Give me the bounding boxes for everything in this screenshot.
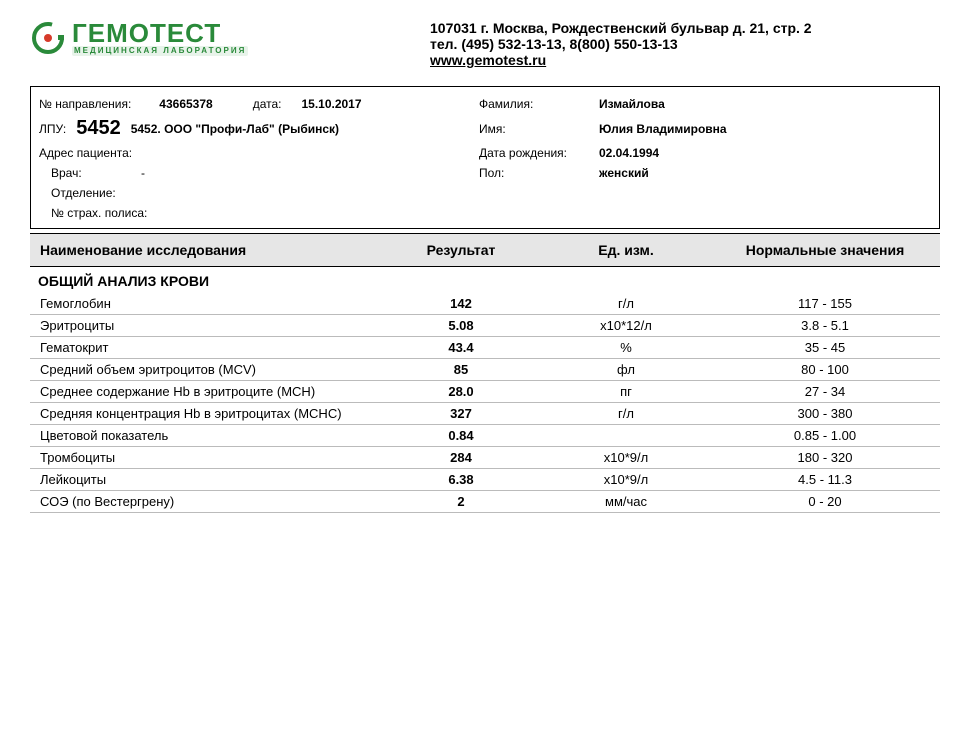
- section-title: ОБЩИЙ АНАЛИЗ КРОВИ: [30, 267, 940, 293]
- cell-ref: 0.85 - 1.00: [716, 428, 934, 443]
- cell-unit: г/л: [536, 406, 716, 421]
- company-phones: тел. (495) 532-13-13, 8(800) 550-13-13: [430, 36, 940, 52]
- dob-label: Дата рождения:: [479, 146, 589, 160]
- cell-name: Эритроциты: [36, 318, 386, 333]
- cell-ref: 180 - 320: [716, 450, 934, 465]
- table-row: Лейкоциты6.38х10*9/л4.5 - 11.3: [30, 469, 940, 491]
- results-table-header: Наименование исследования Результат Ед. …: [30, 233, 940, 267]
- cell-result: 5.08: [386, 318, 536, 333]
- cell-name: СОЭ (по Вестергрену): [36, 494, 386, 509]
- logo-subtitle: МЕДИЦИНСКАЯ ЛАБОРАТОРИЯ: [72, 46, 248, 56]
- cell-result: 327: [386, 406, 536, 421]
- table-row: Средняя концентрация Hb в эритроцитах (M…: [30, 403, 940, 425]
- cell-result: 43.4: [386, 340, 536, 355]
- company-website[interactable]: www.gemotest.ru: [430, 52, 940, 68]
- company-address: 107031 г. Москва, Рождественский бульвар…: [430, 20, 940, 36]
- company-logo-icon: [30, 20, 66, 56]
- cell-unit: х10*12/л: [536, 318, 716, 333]
- cell-result: 28.0: [386, 384, 536, 399]
- col-header-name: Наименование исследования: [36, 242, 386, 258]
- cell-unit: мм/час: [536, 494, 716, 509]
- doctor-value: -: [141, 166, 145, 180]
- cell-ref: 117 - 155: [716, 296, 934, 311]
- cell-result: 142: [386, 296, 536, 311]
- cell-ref: 300 - 380: [716, 406, 934, 421]
- results-rows: Гемоглобин142г/л117 - 155Эритроциты5.08х…: [30, 293, 940, 513]
- table-row: Средний объем эритроцитов (MCV)85фл80 - …: [30, 359, 940, 381]
- name-value: Юлия Владимировна: [599, 122, 727, 136]
- cell-name: Тромбоциты: [36, 450, 386, 465]
- cell-ref: 35 - 45: [716, 340, 934, 355]
- surname-label: Фамилия:: [479, 97, 589, 111]
- department-label: Отделение:: [51, 186, 116, 200]
- surname-value: Измайлова: [599, 97, 665, 111]
- cell-unit: г/л: [536, 296, 716, 311]
- lab-report-page: ГЕМОТЕСТ МЕДИЦИНСКАЯ ЛАБОРАТОРИЯ 107031 …: [0, 0, 970, 533]
- cell-result: 0.84: [386, 428, 536, 443]
- policy-label: № страх. полиса:: [51, 206, 147, 220]
- report-header: ГЕМОТЕСТ МЕДИЦИНСКАЯ ЛАБОРАТОРИЯ 107031 …: [30, 20, 940, 68]
- cell-ref: 27 - 34: [716, 384, 934, 399]
- patient-meta-box: № направления: 43665378 дата: 15.10.2017…: [30, 86, 940, 229]
- name-label: Имя:: [479, 122, 589, 136]
- cell-name: Среднее содержание Hb в эритроците (MCH): [36, 384, 386, 399]
- cell-unit: %: [536, 340, 716, 355]
- date-value: 15.10.2017: [291, 97, 361, 111]
- cell-ref: 0 - 20: [716, 494, 934, 509]
- col-header-ref: Нормальные значения: [716, 242, 934, 258]
- cell-result: 85: [386, 362, 536, 377]
- patient-addr-label: Адрес пациента:: [39, 146, 132, 160]
- logo-name: ГЕМОТЕСТ: [72, 20, 248, 46]
- cell-ref: 80 - 100: [716, 362, 934, 377]
- cell-name: Лейкоциты: [36, 472, 386, 487]
- cell-unit: х10*9/л: [536, 472, 716, 487]
- order-no-label: № направления:: [39, 97, 131, 111]
- date-label: дата:: [223, 97, 282, 111]
- cell-name: Цветовой показатель: [36, 428, 386, 443]
- table-row: Гемоглобин142г/л117 - 155: [30, 293, 940, 315]
- col-header-result: Результат: [386, 242, 536, 258]
- table-row: Тромбоциты284х10*9/л180 - 320: [30, 447, 940, 469]
- cell-ref: 3.8 - 5.1: [716, 318, 934, 333]
- logo-block: ГЕМОТЕСТ МЕДИЦИНСКАЯ ЛАБОРАТОРИЯ: [30, 20, 350, 56]
- cell-unit: пг: [536, 384, 716, 399]
- cell-ref: 4.5 - 11.3: [716, 472, 934, 487]
- doctor-label: Врач:: [51, 166, 131, 180]
- cell-name: Средняя концентрация Hb в эритроцитах (M…: [36, 406, 386, 421]
- cell-result: 6.38: [386, 472, 536, 487]
- company-contact: 107031 г. Москва, Рождественский бульвар…: [350, 20, 940, 68]
- lpu-name: 5452. ООО "Профи-Лаб" (Рыбинск): [131, 122, 339, 136]
- col-header-unit: Ед. изм.: [536, 242, 716, 258]
- table-row: Гематокрит43.4%35 - 45: [30, 337, 940, 359]
- cell-unit: х10*9/л: [536, 450, 716, 465]
- cell-name: Гемоглобин: [36, 296, 386, 311]
- cell-unit: фл: [536, 362, 716, 377]
- cell-result: 2: [386, 494, 536, 509]
- lpu-code: 5452: [76, 117, 121, 140]
- order-no: 43665378: [141, 97, 212, 111]
- table-row: Цветовой показатель0.84 0.85 - 1.00: [30, 425, 940, 447]
- dob-value: 02.04.1994: [599, 146, 659, 160]
- sex-label: Пол:: [479, 166, 589, 180]
- table-row: Среднее содержание Hb в эритроците (MCH)…: [30, 381, 940, 403]
- table-row: СОЭ (по Вестергрену)2мм/час0 - 20: [30, 491, 940, 513]
- table-row: Эритроциты5.08х10*12/л3.8 - 5.1: [30, 315, 940, 337]
- cell-result: 284: [386, 450, 536, 465]
- sex-value: женский: [599, 166, 649, 180]
- cell-name: Гематокрит: [36, 340, 386, 355]
- cell-name: Средний объем эритроцитов (MCV): [36, 362, 386, 377]
- lpu-label: ЛПУ:: [39, 122, 66, 136]
